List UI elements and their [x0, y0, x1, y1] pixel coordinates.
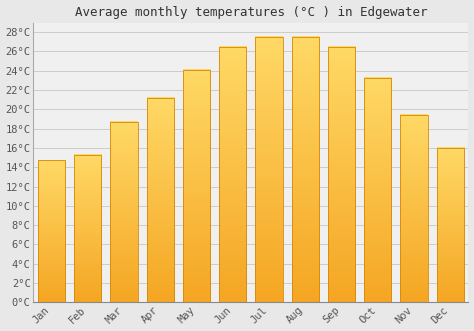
- Bar: [219, 47, 246, 302]
- Bar: [74, 155, 101, 302]
- Bar: [401, 115, 428, 302]
- Bar: [110, 122, 137, 302]
- Bar: [292, 37, 319, 302]
- Title: Average monthly temperatures (°C ) in Edgewater: Average monthly temperatures (°C ) in Ed…: [74, 6, 427, 19]
- Bar: [328, 47, 355, 302]
- Bar: [146, 98, 174, 302]
- Bar: [183, 70, 210, 302]
- Bar: [38, 161, 65, 302]
- Bar: [364, 77, 392, 302]
- Bar: [437, 148, 464, 302]
- Bar: [255, 37, 283, 302]
